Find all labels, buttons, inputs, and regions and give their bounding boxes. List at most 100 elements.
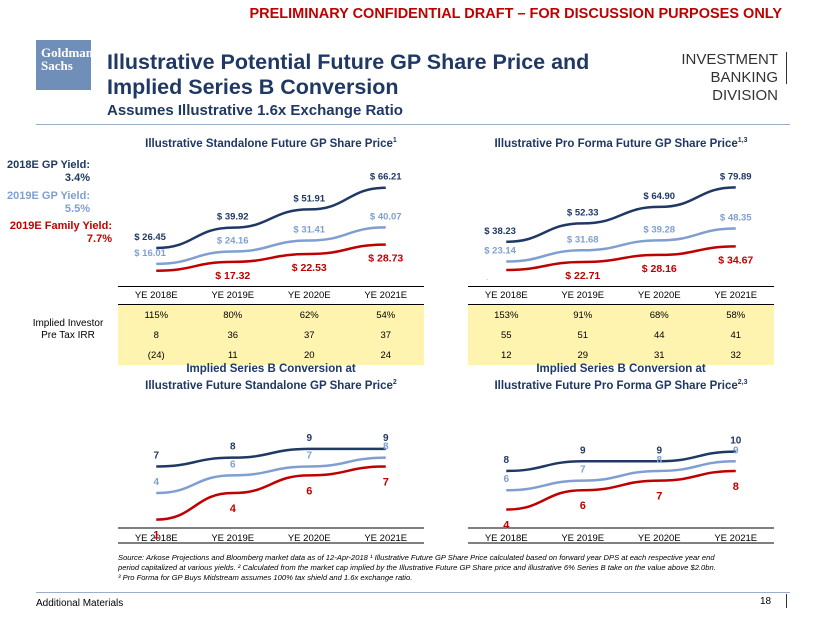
proforma-price-title-sup: 1,3 xyxy=(737,137,748,144)
table-cell: 153% xyxy=(468,304,545,325)
x-tick-label: YE 2021E xyxy=(364,533,407,544)
data-label: $ 34.67 xyxy=(718,254,753,266)
header-rule xyxy=(36,124,790,125)
data-label: 7 xyxy=(383,477,389,489)
table-header-row: YE 2018E YE 2019E YE 2020E YE 2021E xyxy=(118,286,424,305)
table-row: 115% 80% 62% 54% xyxy=(118,304,424,325)
table-cell: 80% xyxy=(194,304,271,325)
yield-value-text: 7.7% xyxy=(86,233,112,245)
x-tick-label: YE 2021E xyxy=(714,533,757,544)
data-label: $ 40.07 xyxy=(370,211,402,222)
table-cell: 31 xyxy=(621,345,698,365)
data-label: $ 39.28 xyxy=(643,224,675,235)
page-subtitle: Assumes Illustrative 1.6x Exchange Ratio xyxy=(107,102,403,119)
data-label: $ 16.01 xyxy=(134,248,166,259)
series-line xyxy=(156,465,386,521)
table-cell: 51 xyxy=(544,325,621,345)
yield-label-2019-family: 2019E Family Yield: 7.7% xyxy=(2,220,112,246)
data-label: 8 xyxy=(230,442,236,453)
data-label: $ 39.92 xyxy=(217,212,249,223)
proforma-conversion-title-line2: Illustrative Future Pro Forma GP Share P… xyxy=(494,379,738,392)
table-row: 153% 91% 68% 58% xyxy=(468,304,774,325)
standalone-price-title: Illustrative Standalone Future GP Share … xyxy=(118,137,424,150)
goldman-sachs-logo: Goldman Sachs xyxy=(36,40,94,90)
table-cell: 29 xyxy=(544,345,621,365)
series-line xyxy=(506,227,736,263)
title-line2: Implied Series B Conversion xyxy=(107,75,399,99)
table-column-header: YE 2020E xyxy=(271,286,348,305)
data-label: $ 31.41 xyxy=(293,225,325,236)
table-cell: (24) xyxy=(118,345,195,365)
data-label: 4 xyxy=(503,520,510,532)
standalone-conversion-title-line2: Illustrative Future Standalone GP Share … xyxy=(145,379,393,392)
data-label: $ 38.23 xyxy=(484,226,516,237)
table-cell: 115% xyxy=(118,304,195,325)
data-label: 4 xyxy=(230,503,237,515)
table-cell: 11 xyxy=(194,345,271,365)
data-label: $ 22.53 xyxy=(292,262,327,274)
logo-line2: Sachs xyxy=(41,58,73,73)
data-label: 9 xyxy=(580,445,586,456)
x-tick-label: YE 2020E xyxy=(288,533,331,544)
division-label: INVESTMENT BANKING DIVISION xyxy=(640,51,778,105)
standalone-conversion-title-sup: 2 xyxy=(392,379,397,386)
data-label: 7 xyxy=(656,491,662,503)
table-row: 12 29 31 32 xyxy=(468,345,774,365)
proforma-conversion-title: Implied Series B Conversion at Illustrat… xyxy=(468,362,774,393)
data-label: 1 xyxy=(153,530,159,542)
data-label: 7 xyxy=(306,451,312,462)
standalone-conversion-title-line1: Implied Series B Conversion at xyxy=(186,363,356,375)
x-tick-label: YE 2019E xyxy=(211,533,254,544)
data-label: 9 xyxy=(306,433,312,444)
data-label: $ 11.48 xyxy=(134,279,169,280)
proforma-conversion-title-sup: 2,3 xyxy=(737,379,748,386)
table-cell: 55 xyxy=(468,325,545,345)
data-label: $ 51.91 xyxy=(293,193,325,204)
data-label: $ 16.59 xyxy=(484,278,519,280)
table-cell: 68% xyxy=(621,304,698,325)
yield-label-2018-gp: 2018E GP Yield: 3.4% xyxy=(2,159,90,185)
table-cell: 37 xyxy=(347,325,424,345)
proforma-irr-table: YE 2018E YE 2019E YE 2020E YE 2021E 153% 91% 6… xyxy=(468,286,774,365)
data-label: $ 28.73 xyxy=(368,253,403,265)
data-label: 4 xyxy=(153,477,159,488)
page-title: Illustrative Potential Future GP Share P… xyxy=(107,50,647,100)
table-cell: 36 xyxy=(194,325,271,345)
page-number-divider xyxy=(786,594,787,608)
series-line xyxy=(156,186,386,250)
table-cell: 44 xyxy=(621,325,698,345)
source-footnote: Source: Arkose Projections and Bloomberg… xyxy=(118,553,778,583)
source-line3: ³ Pro Forma for GP Buys Midstream assume… xyxy=(118,573,413,582)
table-row: 55 51 44 41 xyxy=(468,325,774,345)
division-line2: DIVISION xyxy=(712,87,778,104)
x-tick-label: YE 2020E xyxy=(638,533,681,544)
yield-label-2019-gp: 2019E GP Yield: 5.5% xyxy=(2,190,90,216)
data-label: 9 xyxy=(656,445,662,456)
table-cell: 62% xyxy=(271,304,348,325)
table-column-header: YE 2019E xyxy=(194,286,271,305)
data-label: $ 23.14 xyxy=(484,245,516,256)
data-label: 9 xyxy=(383,433,389,444)
logo-line1: Goldman xyxy=(41,45,94,60)
data-label: 6 xyxy=(580,500,586,512)
yield-label-text: 2019E GP Yield: xyxy=(7,190,90,202)
data-label: 8 xyxy=(656,455,662,466)
data-label: 8 xyxy=(733,481,739,493)
table-row: 8 36 37 37 xyxy=(118,325,424,345)
data-label: 6 xyxy=(306,485,312,497)
data-label: 6 xyxy=(503,474,509,485)
series-line xyxy=(506,245,736,272)
standalone-conversion-title-line2-wrap: Illustrative Future Standalone GP Share … xyxy=(118,376,424,393)
table-cell: 12 xyxy=(468,345,545,365)
table-cell: 54% xyxy=(347,304,424,325)
standalone-price-chart: $ 26.45 $ 39.92 $ 51.91 $ 66.21 $ 16.01 $ 24.… xyxy=(134,172,403,280)
series-line xyxy=(156,456,386,495)
data-label: $ 48.35 xyxy=(720,213,752,224)
series-line xyxy=(156,243,386,272)
proforma-price-title: Illustrative Pro Forma Future GP Share P… xyxy=(468,137,774,150)
data-label: $ 52.33 xyxy=(567,207,599,218)
division-line1: INVESTMENT BANKING xyxy=(681,51,778,86)
series-line xyxy=(156,447,386,468)
data-label: $ 22.71 xyxy=(565,270,600,280)
